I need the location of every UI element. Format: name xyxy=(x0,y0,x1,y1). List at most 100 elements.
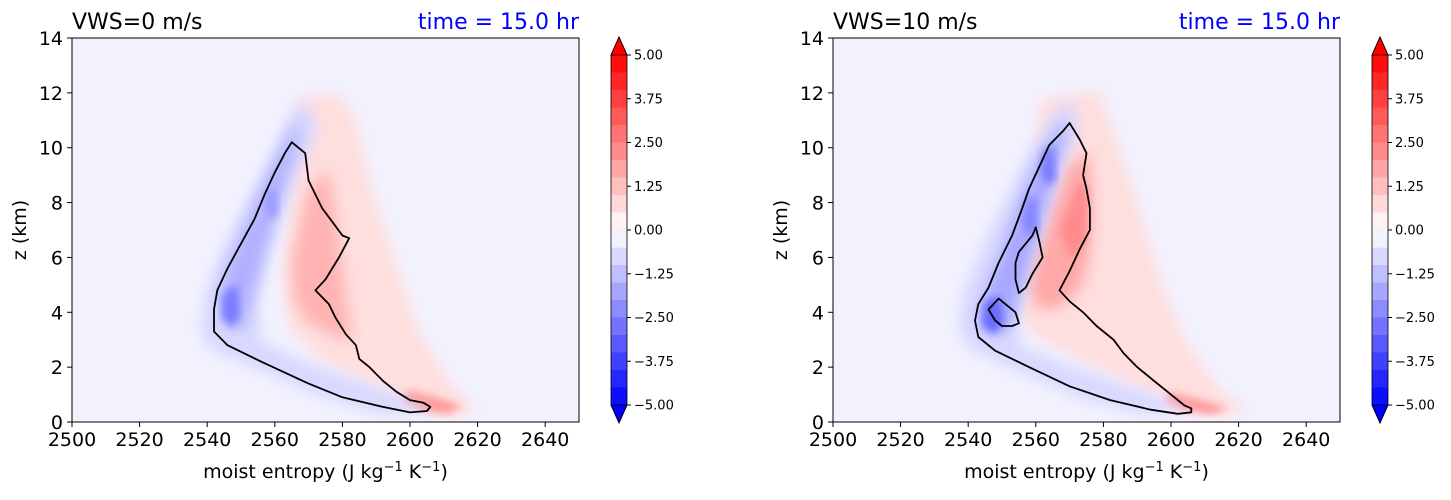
y-tick-label: 12 xyxy=(39,83,63,105)
colorbar-segment xyxy=(1372,230,1388,249)
colorbar-tick-label: −1.25 xyxy=(1395,267,1435,282)
colorbar-extend-max xyxy=(610,36,628,56)
y-tick-label: 2 xyxy=(812,357,824,379)
colorbar-left: 5.00 3.75 2.50 1.25 0.00 −1.25 −2.50 −3.75 −5.00 xyxy=(610,36,674,424)
colorbar-segment xyxy=(611,387,627,406)
x-axis-label-right: moist entropy (J kg−1 K−1) xyxy=(964,460,1209,483)
colorbar-tick-label: 2.50 xyxy=(634,136,663,151)
negative-anomaly-core-mid xyxy=(1022,196,1038,238)
x-tick-label: 2600 xyxy=(1147,429,1195,451)
colorbar-segment xyxy=(611,55,627,74)
colorbar-segment xyxy=(1372,160,1388,179)
colorbar-segment xyxy=(1372,142,1388,161)
colorbar-tick-label: 0.00 xyxy=(634,224,663,239)
colorbar-segment xyxy=(611,107,627,126)
axis-ticks-right: 2500 2520 2540 2560 2580 2600 2620 2640 0 2 4 6 8 10 1… xyxy=(800,28,1331,451)
shading-left xyxy=(200,92,478,416)
x-tick-label: 2600 xyxy=(386,429,434,451)
y-tick-label: 14 xyxy=(800,28,824,50)
colorbar-tick-label: 3.75 xyxy=(634,92,663,107)
x-tick-label: 2640 xyxy=(521,429,569,451)
colorbar-segment xyxy=(1372,107,1388,126)
y-axis-label-right: z (km) xyxy=(770,200,792,260)
x-axis-label-left: moist entropy (J kg−1 K−1) xyxy=(203,460,448,483)
colorbar-segment xyxy=(611,195,627,214)
colorbar-right: 5.00 3.75 2.50 1.25 0.00 −1.25 −2.50 −3.75 −5.00 xyxy=(1371,36,1435,424)
colorbar-segment xyxy=(1372,335,1388,354)
colorbar-segment xyxy=(1372,282,1388,301)
x-tick-label: 2520 xyxy=(876,429,924,451)
colorbar-segment xyxy=(611,142,627,161)
colorbar-segment xyxy=(611,90,627,109)
negative-anomaly-region-mid xyxy=(218,118,300,330)
colorbar-extend-max xyxy=(1371,36,1389,56)
negative-anomaly-core xyxy=(222,286,240,328)
x-tick-label: 2640 xyxy=(1282,429,1330,451)
colorbar-segment xyxy=(611,317,627,336)
time-label-right: time = 15.0 hr xyxy=(1179,10,1341,35)
colorbar-segment xyxy=(1372,125,1388,144)
negative-anomaly-core xyxy=(982,296,1004,334)
colorbar-tick-label: −2.50 xyxy=(1395,311,1435,326)
x-tick-label: 2540 xyxy=(183,429,231,451)
y-tick-label: 8 xyxy=(812,193,824,215)
y-tick-label: 6 xyxy=(812,247,824,269)
colorbar-segment xyxy=(611,177,627,196)
colorbar-segment xyxy=(611,370,627,389)
colorbar-segment xyxy=(1372,247,1388,266)
colorbar-segment xyxy=(1372,317,1388,336)
colorbar-segment xyxy=(1372,370,1388,389)
contour-inner-upper-right xyxy=(1014,226,1044,294)
colorbar-segment xyxy=(1372,212,1388,231)
x-tick-label: 2560 xyxy=(251,429,299,451)
colorbar-segment xyxy=(611,125,627,144)
shading-right xyxy=(958,90,1252,416)
colorbar-tick-label: −5.00 xyxy=(1395,399,1435,414)
colorbar-segment xyxy=(611,212,627,231)
colorbar-tick-label: −2.50 xyxy=(634,311,674,326)
colorbar-tick-label: −5.00 xyxy=(634,399,674,414)
colorbar-segment xyxy=(1372,300,1388,319)
colorbar-segment xyxy=(1372,352,1388,371)
x-tick-label: 2620 xyxy=(453,429,501,451)
colorbar-segment xyxy=(611,335,627,354)
panel-title-left: VWS=0 m/s xyxy=(72,10,203,35)
x-tick-label: 2500 xyxy=(809,429,857,451)
positive-anomaly-region-outer xyxy=(282,92,478,416)
colorbar-segment xyxy=(1372,265,1388,284)
y-axis-label-left: z (km) xyxy=(9,200,31,260)
y-tick-label: 0 xyxy=(812,412,824,434)
negative-anomaly-region-outer xyxy=(958,98,1190,414)
y-tick-label: 10 xyxy=(800,138,824,160)
x-tick-label: 2580 xyxy=(1079,429,1127,451)
colorbar-segment xyxy=(611,265,627,284)
contour-inner-lower-right xyxy=(987,297,1020,327)
contour-line-right xyxy=(974,122,1193,415)
colorbar-segment xyxy=(611,247,627,266)
colorbar-tick-label: 1.25 xyxy=(634,180,663,195)
colorbar-segment xyxy=(1372,72,1388,91)
colorbar-segment xyxy=(611,300,627,319)
colorbar-segment xyxy=(1372,177,1388,196)
colorbar-segment xyxy=(1372,387,1388,406)
x-tick-label: 2540 xyxy=(944,429,992,451)
y-tick-label: 12 xyxy=(800,83,824,105)
colorbar-segment xyxy=(611,282,627,301)
colorbar-tick-label: −3.75 xyxy=(634,355,674,370)
x-tick-label: 2620 xyxy=(1214,429,1262,451)
colorbar-segment xyxy=(1372,55,1388,74)
y-tick-label: 4 xyxy=(51,302,63,324)
colorbar-segment xyxy=(611,352,627,371)
colorbar-tick-label: 2.50 xyxy=(1395,136,1424,151)
axes-frame-left xyxy=(71,37,580,423)
axis-ticks-left: 2500 2520 2540 2560 2580 2600 2620 2640 0 2 4 6 8 10 1… xyxy=(39,28,570,451)
colorbar-extend-min xyxy=(610,404,628,424)
x-tick-label: 2560 xyxy=(1012,429,1060,451)
colorbar-segment xyxy=(611,230,627,249)
negative-anomaly-region-outer xyxy=(200,100,430,414)
y-tick-label: 6 xyxy=(51,247,63,269)
colorbar-tick-label: 0.00 xyxy=(1395,224,1424,239)
colorbar-tick-label: 3.75 xyxy=(1395,92,1424,107)
panel-right: 2500 2520 2540 2560 2580 2600 2620 2640 0 2 4 6 8 10 1… xyxy=(770,10,1341,483)
